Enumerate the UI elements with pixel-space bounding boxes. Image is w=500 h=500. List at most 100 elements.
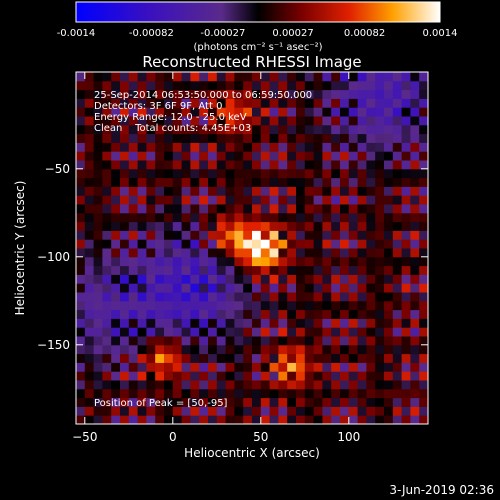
heatmap-cell bbox=[243, 265, 253, 275]
heatmap-cell bbox=[172, 336, 183, 346]
heatmap-cell bbox=[357, 142, 367, 152]
y-tick-label: −50 bbox=[45, 162, 70, 176]
heatmap-cell bbox=[172, 344, 183, 355]
heatmap-cell bbox=[384, 124, 394, 135]
heatmap-cell bbox=[348, 124, 359, 135]
heatmap-cell bbox=[313, 371, 323, 381]
heatmap-cell bbox=[340, 124, 350, 135]
heatmap-cell bbox=[260, 80, 271, 91]
heatmap-cell bbox=[164, 371, 174, 381]
heatmap-cell bbox=[243, 80, 253, 91]
heatmap-cell bbox=[181, 353, 191, 363]
heatmap-cell bbox=[93, 124, 103, 135]
heatmap-cell bbox=[419, 230, 428, 240]
heatmap-cell bbox=[296, 116, 306, 126]
heatmap-cell bbox=[155, 80, 165, 91]
heatmap-cell bbox=[322, 160, 332, 170]
heatmap-cell bbox=[128, 186, 139, 196]
heatmap-cell bbox=[366, 371, 376, 381]
plot-frame bbox=[75, 71, 429, 425]
heatmap-cell bbox=[313, 336, 323, 346]
heatmap-cell bbox=[331, 327, 341, 337]
heatmap-cell bbox=[260, 142, 271, 152]
heatmap-cell bbox=[252, 133, 262, 143]
heatmap-cell bbox=[278, 371, 288, 381]
heatmap-cell bbox=[137, 248, 147, 258]
heatmap-cell bbox=[199, 89, 209, 99]
heatmap-cell bbox=[93, 204, 103, 214]
heatmap-cell bbox=[146, 98, 156, 108]
heatmap-cell bbox=[401, 248, 411, 258]
heatmap-cell bbox=[225, 265, 235, 275]
heatmap-cell bbox=[322, 362, 332, 372]
heatmap-cell bbox=[410, 397, 420, 407]
heatmap-cell bbox=[137, 160, 147, 170]
heatmap-cell bbox=[243, 221, 253, 231]
heatmap-cell bbox=[120, 204, 130, 214]
heatmap-cell bbox=[304, 221, 315, 231]
heatmap-cell bbox=[296, 221, 306, 231]
heatmap-cell bbox=[111, 204, 121, 214]
heatmap-cell bbox=[252, 204, 262, 214]
heatmap-cell bbox=[322, 204, 332, 214]
heatmap-cell bbox=[348, 195, 359, 205]
heatmap-cell bbox=[392, 239, 403, 249]
heatmap-cell bbox=[340, 142, 350, 152]
heatmap-cell bbox=[120, 151, 130, 161]
annotation-detectors: Detectors: 3F 6F 9F, Att 0 bbox=[94, 101, 222, 112]
heatmap-cell bbox=[252, 116, 262, 126]
heatmap-cell bbox=[120, 177, 130, 187]
heatmap-cell bbox=[419, 168, 428, 179]
heatmap-cell bbox=[278, 72, 288, 82]
heatmap-cell bbox=[216, 406, 227, 416]
heatmap-cell bbox=[357, 327, 367, 337]
heatmap-cell bbox=[164, 116, 174, 126]
heatmap-cell bbox=[216, 292, 227, 302]
heatmap-cell bbox=[287, 151, 297, 161]
heatmap-cell bbox=[384, 371, 394, 381]
heatmap-cell bbox=[190, 300, 200, 311]
heatmap-cell bbox=[164, 221, 174, 231]
heatmap-cell bbox=[401, 397, 411, 407]
heatmap-cell bbox=[278, 80, 288, 91]
heatmap-cell bbox=[340, 362, 350, 372]
heatmap-cell bbox=[419, 204, 428, 214]
heatmap-cell bbox=[84, 177, 95, 187]
heatmap-cell bbox=[84, 415, 95, 424]
heatmap-cell bbox=[76, 283, 86, 293]
heatmap-cell bbox=[252, 371, 262, 381]
heatmap-cell bbox=[225, 212, 235, 223]
heatmap-cell bbox=[243, 380, 253, 390]
heatmap-cell bbox=[410, 406, 420, 416]
heatmap-cell bbox=[278, 256, 288, 267]
heatmap-cell bbox=[296, 142, 306, 152]
heatmap-cell bbox=[172, 160, 183, 170]
heatmap-cell bbox=[366, 415, 376, 424]
heatmap-cell bbox=[401, 300, 411, 311]
heatmap-cell bbox=[208, 98, 218, 108]
heatmap-cell bbox=[181, 230, 191, 240]
heatmap-cell bbox=[260, 300, 271, 311]
heatmap-cell bbox=[84, 204, 95, 214]
heatmap-cell bbox=[296, 397, 306, 407]
heatmap-cell bbox=[401, 344, 411, 355]
heatmap-cell bbox=[164, 318, 174, 328]
heatmap-cell bbox=[269, 116, 279, 126]
heatmap-cell bbox=[120, 107, 130, 117]
heatmap-cell bbox=[190, 309, 200, 319]
heatmap-cell bbox=[375, 168, 385, 179]
heatmap-cell bbox=[234, 168, 244, 179]
heatmap-cell bbox=[146, 292, 156, 302]
heatmap-cell bbox=[120, 283, 130, 293]
heatmap-cell bbox=[155, 283, 165, 293]
heatmap-cell bbox=[287, 371, 297, 381]
heatmap-cell bbox=[313, 406, 323, 416]
heatmap-cell bbox=[340, 397, 350, 407]
heatmap-cell bbox=[181, 265, 191, 275]
heatmap-cell bbox=[252, 274, 262, 284]
heatmap-cell bbox=[392, 98, 403, 108]
heatmap-cell bbox=[120, 309, 130, 319]
heatmap-cell bbox=[410, 212, 420, 223]
heatmap-cell bbox=[181, 204, 191, 214]
heatmap-cell bbox=[102, 239, 112, 249]
